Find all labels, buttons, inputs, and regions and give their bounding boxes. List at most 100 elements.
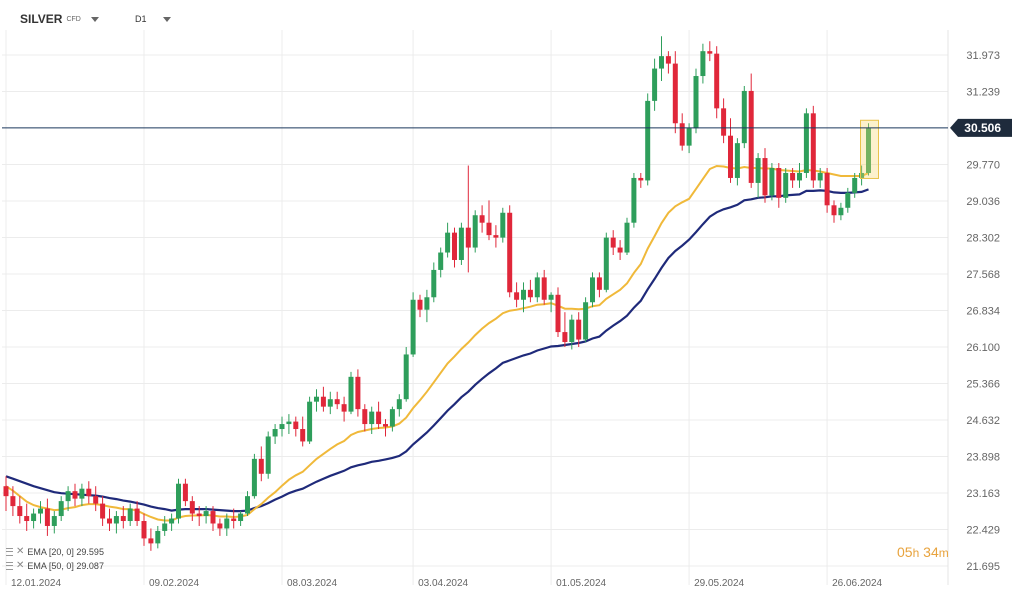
candle	[465, 165, 471, 273]
candle	[162, 516, 168, 536]
candle	[113, 511, 119, 534]
candle-body	[686, 128, 692, 146]
candle	[383, 419, 388, 437]
candle	[790, 168, 796, 188]
timer-minutes: 34	[923, 544, 939, 560]
close-icon[interactable]: ✕	[16, 560, 25, 571]
candle	[314, 389, 319, 412]
candle-body	[272, 429, 278, 437]
candle	[272, 424, 278, 444]
candle-body	[300, 429, 306, 442]
candle-body	[58, 501, 64, 517]
candle	[334, 391, 340, 410]
candle-body	[797, 172, 802, 181]
candle-body	[231, 518, 237, 522]
candle	[569, 314, 575, 350]
candle	[603, 232, 609, 293]
price-badge-label: 30.506	[964, 121, 1001, 135]
candle-body	[245, 496, 250, 514]
candle-body	[31, 513, 37, 522]
ema50-path	[5, 188, 869, 513]
x-tick-label: 12.01.2024	[11, 578, 61, 589]
chevron-down-icon	[162, 17, 171, 23]
candle	[403, 346, 409, 402]
candle-body	[86, 488, 92, 497]
candle	[472, 210, 478, 253]
candle	[258, 446, 264, 482]
y-tick-label: 28.302	[966, 233, 1000, 245]
candle-body	[845, 192, 851, 208]
candle-body	[224, 518, 230, 529]
candle	[728, 118, 733, 183]
candle-body	[790, 172, 796, 181]
close-icon[interactable]: ✕	[16, 546, 25, 557]
y-tick-label: 26.834	[966, 306, 1000, 318]
candle	[79, 483, 85, 507]
candle-body	[369, 411, 375, 425]
candle	[51, 511, 57, 534]
candle	[458, 222, 464, 265]
candle	[755, 153, 761, 198]
candle-body	[51, 516, 57, 526]
candle	[721, 98, 727, 144]
candle-body	[521, 289, 526, 300]
candle	[31, 508, 37, 529]
candle	[514, 282, 520, 308]
candle-body	[500, 212, 506, 238]
candle	[286, 414, 292, 434]
candle-body	[410, 299, 416, 355]
timeframe-selector[interactable]: D1	[135, 14, 171, 24]
candle-body	[24, 516, 30, 522]
candle	[452, 227, 457, 268]
legend-ema20-label: EMA [20, 0] 29.595	[27, 546, 104, 557]
candle-body	[486, 222, 492, 236]
y-tick-label: 25.366	[966, 378, 1000, 390]
legend-ema50: ✕ EMA [50, 0] 29.087	[6, 560, 104, 571]
candle-body	[251, 458, 257, 497]
y-tick-label: 21.695	[966, 561, 1000, 573]
candle	[176, 478, 181, 524]
timer-hours-unit: h	[912, 546, 920, 560]
candle-body	[852, 177, 858, 193]
settings-lines-icon[interactable]	[6, 561, 13, 570]
candle-body	[182, 483, 188, 502]
candle-body	[127, 508, 133, 522]
candle	[376, 401, 382, 430]
candle	[251, 453, 257, 499]
candle	[817, 168, 823, 188]
candle-body	[583, 302, 589, 340]
candle-body	[445, 232, 451, 253]
candle-body	[293, 421, 299, 430]
candle	[852, 172, 858, 198]
candle-body	[714, 53, 720, 109]
y-tick-label: 31.973	[966, 50, 1000, 62]
y-axis: 31.973 31.239 29.770 29.036 28.302 27.568 26.8…	[966, 50, 1000, 573]
timer-minutes-unit: m	[938, 546, 949, 560]
candle-body	[576, 319, 582, 340]
candle-body	[238, 513, 244, 522]
candle-body	[348, 376, 354, 412]
candle-body	[72, 491, 78, 499]
x-tick-label: 29.05.2024	[694, 578, 744, 589]
candle	[396, 394, 402, 417]
candle-body	[700, 51, 706, 77]
candle	[189, 496, 195, 522]
candle-body	[403, 354, 409, 400]
y-tick-label: 23.898	[966, 451, 1000, 463]
symbol-selector[interactable]: SILVER CFD	[20, 12, 99, 26]
candle-body	[831, 205, 837, 216]
candle-body	[514, 292, 520, 300]
candle-body	[590, 277, 595, 303]
candle-body	[631, 177, 637, 223]
candle-body	[169, 518, 175, 524]
settings-lines-icon[interactable]	[6, 547, 13, 556]
candle	[486, 200, 492, 241]
x-axis: 12.01.2024 09.02.2024 08.03.2024 03.04.2024…	[11, 578, 883, 589]
candle	[224, 513, 230, 536]
y-tick-label: 27.568	[966, 269, 1000, 281]
candle-body	[721, 108, 727, 136]
candle	[369, 406, 375, 434]
candle-body	[624, 222, 630, 253]
candle-body	[645, 100, 651, 181]
